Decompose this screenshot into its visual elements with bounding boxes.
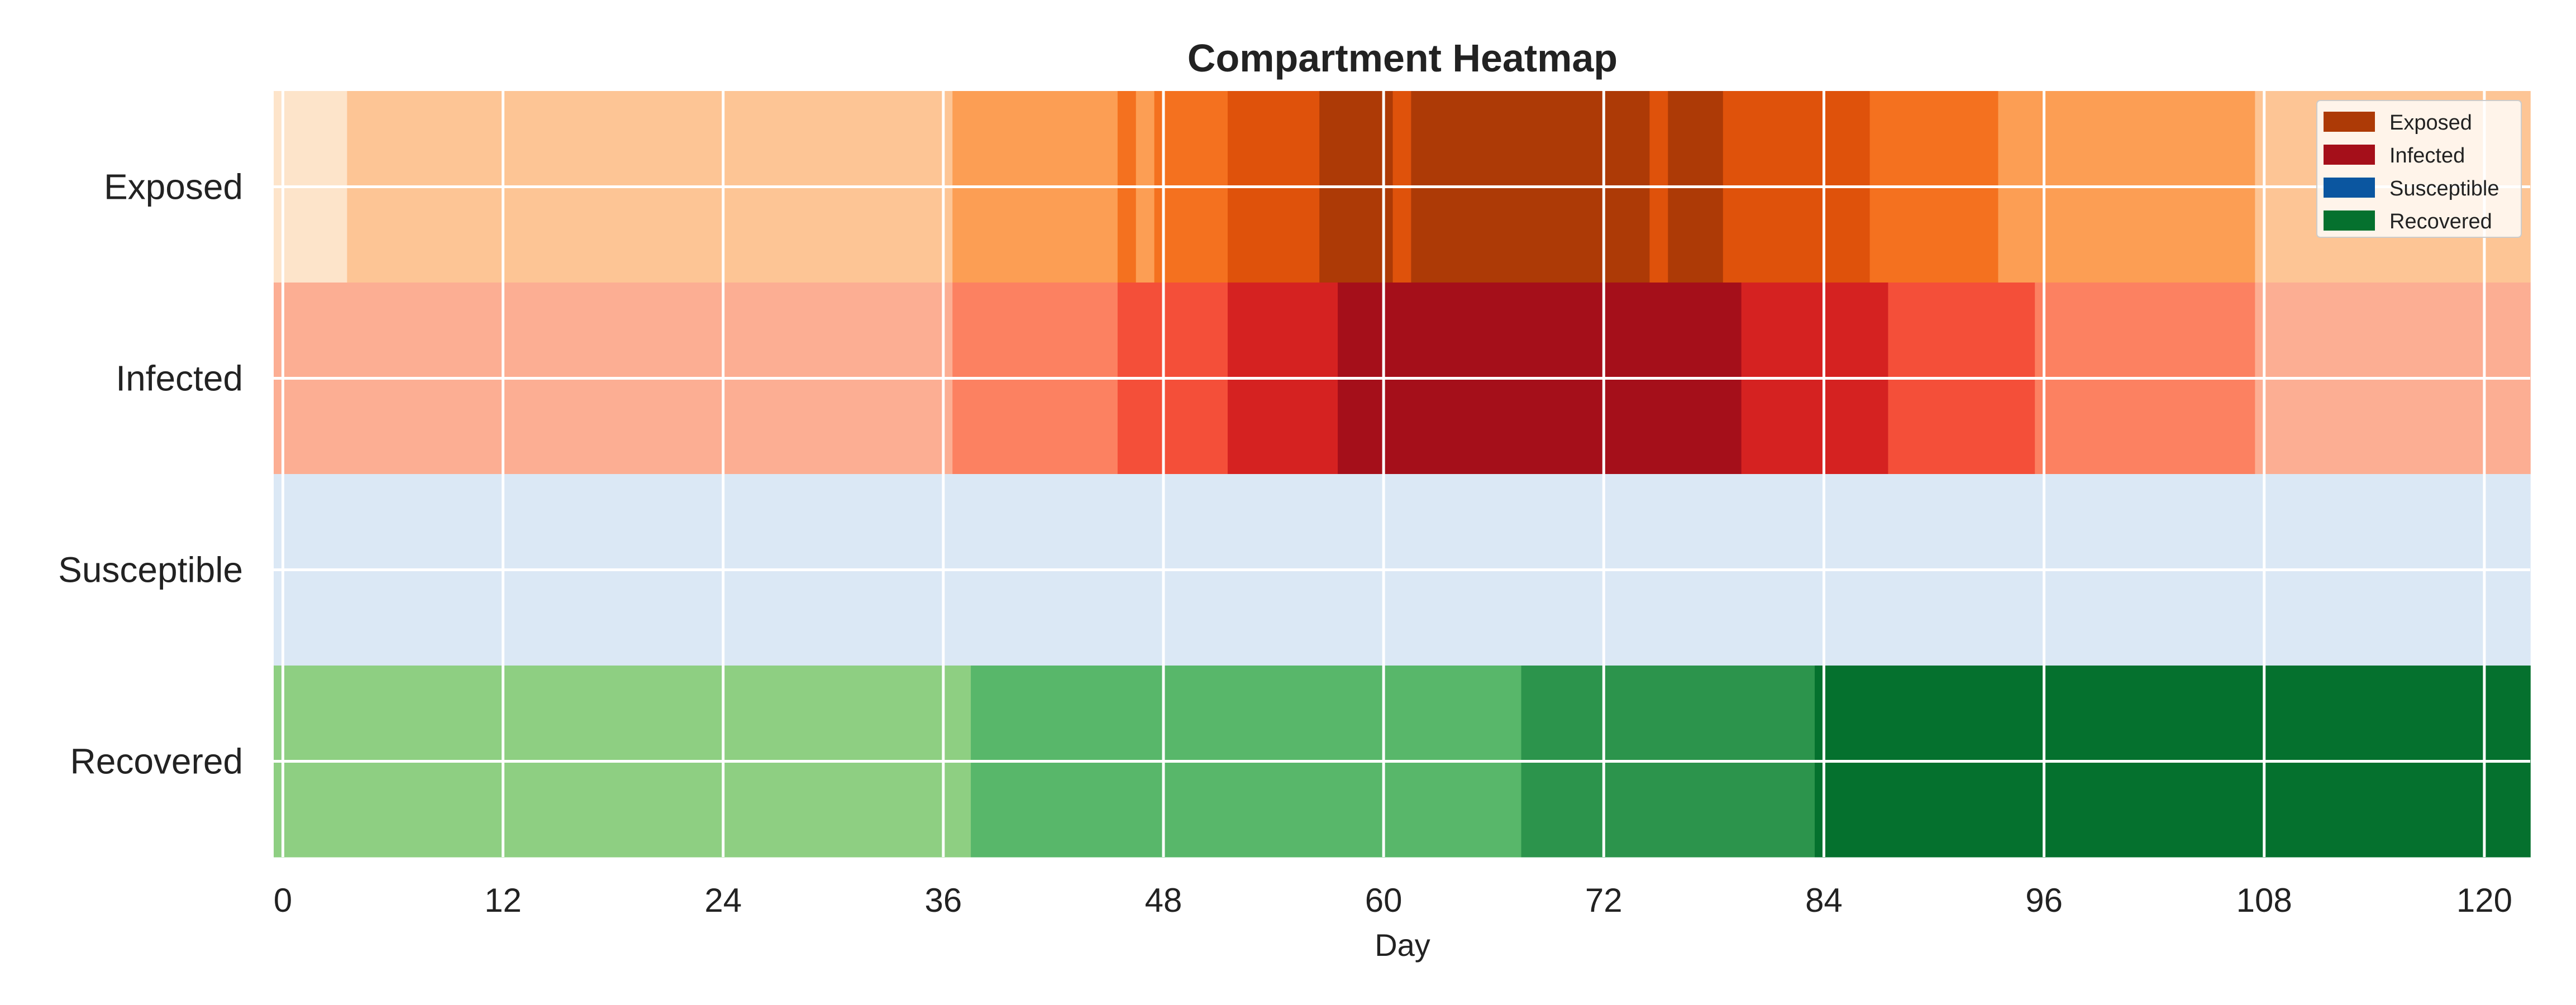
legend-label-exposed: Exposed	[2389, 111, 2472, 135]
chart-title: Compartment Heatmap	[1187, 36, 1618, 80]
legend-label-infected: Infected	[2389, 144, 2465, 168]
legend-swatch-exposed	[2324, 112, 2375, 132]
x-tick-label: 72	[1585, 882, 1623, 919]
legend-label-susceptible: Susceptible	[2389, 177, 2499, 200]
x-tick-label: 12	[484, 882, 522, 919]
legend-label-recovered: Recovered	[2389, 210, 2492, 233]
heatmap-cells	[274, 91, 2531, 858]
legend-swatch-infected	[2324, 145, 2375, 165]
y-tick-label-infected: Infected	[116, 358, 243, 399]
legend-box	[2316, 100, 2522, 238]
grid-lines	[274, 91, 2530, 857]
x-tick-label: 120	[2456, 882, 2512, 919]
x-tick-label: 96	[2025, 882, 2063, 919]
x-tick-label: 108	[2236, 882, 2292, 919]
legend-swatch-recovered	[2324, 210, 2375, 231]
legend-swatch-susceptible	[2324, 178, 2375, 198]
y-tick-labels: Exposed Infected Susceptible Recovered	[58, 167, 243, 782]
y-tick-label-susceptible: Susceptible	[58, 550, 243, 590]
x-tick-label: 36	[924, 882, 962, 919]
x-tick-label: 84	[1805, 882, 1843, 919]
legend: Exposed Infected Susceptible Recovered	[2316, 100, 2522, 238]
y-tick-label-recovered: Recovered	[70, 741, 244, 782]
x-tick-label: 48	[1145, 882, 1182, 919]
x-tick-labels: 0 12 24 36 48 60 72 84 96 108 120	[274, 882, 2512, 919]
x-axis-label: Day	[1375, 927, 1430, 963]
x-tick-label: 24	[704, 882, 742, 919]
y-tick-label-exposed: Exposed	[104, 167, 243, 207]
x-tick-label: 0	[274, 882, 292, 919]
x-tick-label: 60	[1365, 882, 1403, 919]
